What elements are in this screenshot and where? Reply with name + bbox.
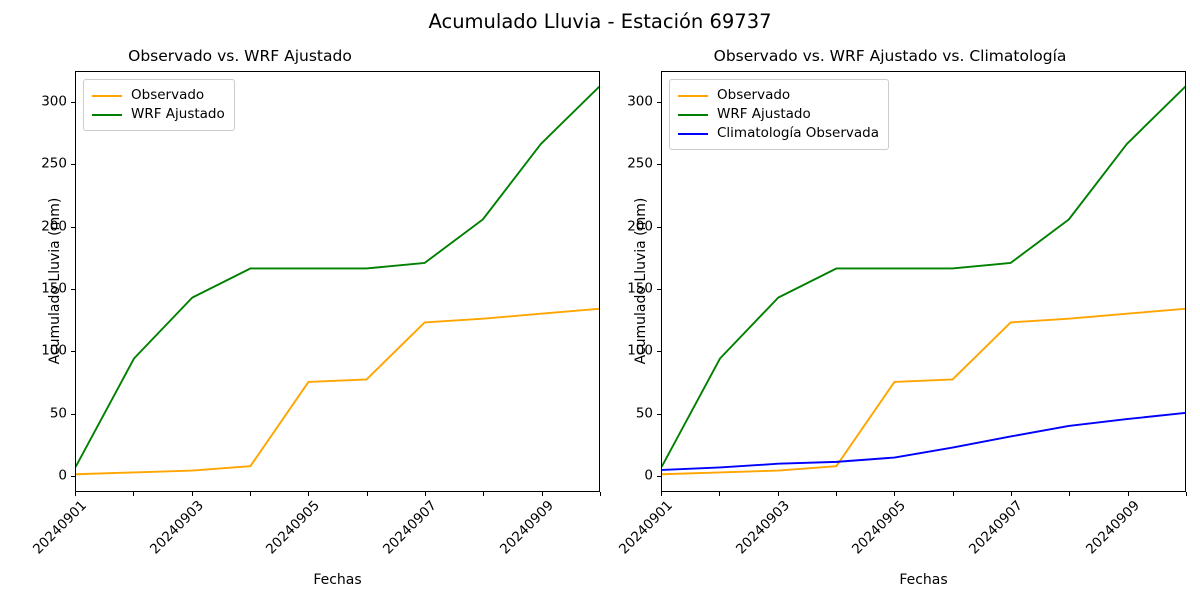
- series-line: [662, 87, 1185, 466]
- x-tick-mark: [1127, 492, 1129, 496]
- legend-label: WRF Ajustado: [717, 105, 811, 122]
- x-tick-label: 20240907: [965, 497, 1026, 558]
- x-tick-mark: [541, 492, 543, 496]
- y-tick-label: 250: [627, 155, 653, 172]
- y-tick-label: 0: [644, 467, 653, 484]
- y-tick-mark: [657, 413, 661, 415]
- y-tick-label: 200: [627, 217, 653, 234]
- legend-item[interactable]: WRF Ajustado: [678, 105, 879, 124]
- x-tick-mark: [952, 492, 954, 496]
- y-tick-label: 300: [627, 93, 653, 110]
- legend-color-swatch: [678, 113, 708, 116]
- y-tick-label: 150: [41, 280, 67, 297]
- y-tick-mark: [71, 226, 75, 228]
- legend-color-swatch: [678, 132, 708, 135]
- legend-item[interactable]: WRF Ajustado: [92, 105, 225, 124]
- x-tick-mark: [483, 492, 485, 496]
- y-tick-label: 250: [41, 155, 67, 172]
- x-tick-label: 20240903: [732, 497, 793, 558]
- subplot-right-title: Observado vs. WRF Ajustado vs. Climatolo…: [713, 47, 1067, 65]
- legend-item[interactable]: Observado: [678, 86, 879, 105]
- subplot-left-title: Observado vs. WRF Ajustado: [128, 47, 352, 65]
- plot-lines-left: [76, 72, 599, 491]
- x-tick-mark: [133, 492, 135, 496]
- x-tick-mark: [894, 492, 896, 496]
- x-tick-mark: [425, 492, 426, 496]
- x-tick-mark: [250, 492, 251, 496]
- y-tick-mark: [657, 475, 661, 477]
- plot-lines-right: [662, 72, 1185, 491]
- y-tick-mark: [657, 351, 661, 353]
- x-tick-mark: [1011, 492, 1012, 496]
- y-tick-label: 150: [627, 280, 653, 297]
- legend-label: Climatología Observada: [717, 124, 879, 141]
- x-tick-label: 20240905: [849, 497, 910, 558]
- y-tick-mark: [657, 226, 661, 228]
- legend-color-swatch: [92, 113, 122, 116]
- y-axis-label-right: Acumulado Lluvia (mm): [633, 197, 649, 364]
- series-line: [76, 309, 599, 474]
- y-tick-mark: [71, 351, 75, 353]
- y-tick-mark: [71, 288, 75, 290]
- legend-right[interactable]: Observado WRF Ajustado Climatología Observ…: [669, 79, 889, 150]
- x-tick-label: 20240909: [1082, 497, 1143, 558]
- x-axis-label-right: Fechas: [899, 572, 948, 588]
- subplot-right: Observado vs. WRF Ajustado vs. Climatolo…: [600, 0, 1200, 600]
- x-tick-mark: [661, 492, 662, 496]
- legend-label: WRF Ajustado: [131, 105, 225, 122]
- x-tick-label: 20240901: [29, 497, 90, 558]
- legend-label: Observado: [717, 86, 791, 103]
- series-line: [76, 87, 599, 466]
- x-tick-label: 20240903: [146, 497, 207, 558]
- x-tick-mark: [777, 492, 779, 496]
- legend-item[interactable]: Climatología Observada: [678, 124, 879, 143]
- legend-item[interactable]: Observado: [92, 86, 225, 105]
- y-tick-mark: [71, 164, 75, 166]
- x-tick-label: 20240901: [615, 497, 676, 558]
- legend-color-swatch: [92, 94, 122, 97]
- y-tick-mark: [71, 413, 75, 415]
- legend-left[interactable]: Observado WRF Ajustado: [83, 79, 235, 131]
- x-axis-label-left: Fechas: [313, 572, 362, 588]
- legend-label: Observado: [131, 86, 205, 103]
- x-tick-mark: [1069, 492, 1071, 496]
- series-line: [662, 309, 1185, 474]
- y-tick-label: 200: [41, 217, 67, 234]
- x-tick-mark: [600, 492, 601, 496]
- y-tick-mark: [657, 102, 661, 104]
- y-axis-label-left: Acumulado Lluvia (mm): [47, 197, 63, 364]
- y-tick-label: 0: [58, 467, 67, 484]
- x-tick-label: 20240909: [496, 497, 557, 558]
- y-tick-label: 100: [41, 342, 67, 359]
- y-tick-mark: [71, 102, 75, 104]
- x-tick-mark: [191, 492, 193, 496]
- x-tick-mark: [308, 492, 310, 496]
- y-tick-label: 50: [635, 404, 653, 421]
- x-tick-mark: [719, 492, 721, 496]
- axes-left: [75, 71, 600, 492]
- x-tick-mark: [75, 492, 76, 496]
- y-tick-mark: [657, 164, 661, 166]
- x-tick-mark: [836, 492, 837, 496]
- y-tick-mark: [71, 475, 75, 477]
- y-tick-mark: [657, 288, 661, 290]
- x-tick-label: 20240907: [379, 497, 440, 558]
- subplot-left: Observado vs. WRF Ajustado 0 50 100 150 200 2…: [29, 47, 601, 588]
- y-tick-label: 300: [41, 93, 67, 110]
- series-line: [662, 413, 1185, 470]
- x-tick-mark: [366, 492, 368, 496]
- y-tick-label: 50: [49, 404, 67, 421]
- figure-suptitle: Acumulado Lluvia - Estación 69737: [428, 10, 772, 33]
- x-tick-label: 20240905: [263, 497, 324, 558]
- legend-color-swatch: [678, 94, 708, 97]
- x-tick-mark: [1186, 492, 1187, 496]
- y-tick-label: 100: [627, 342, 653, 359]
